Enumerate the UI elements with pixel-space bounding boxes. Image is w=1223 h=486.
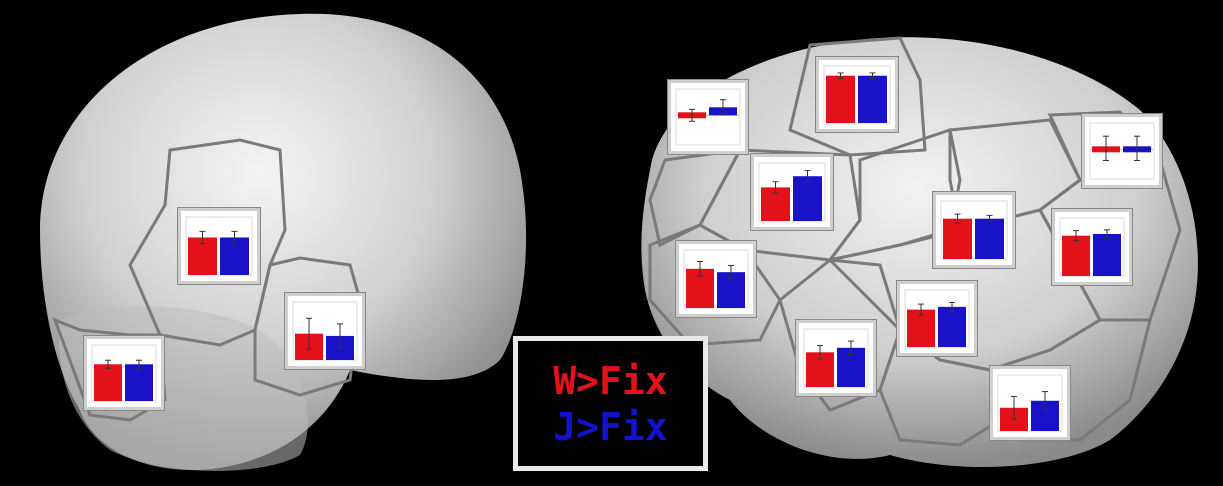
plot-frame bbox=[758, 162, 826, 222]
plot-frame bbox=[940, 200, 1008, 260]
plot-frame bbox=[997, 374, 1063, 432]
bar-plot-svg bbox=[185, 216, 253, 276]
bar-plot-svg bbox=[904, 289, 970, 348]
bar-plot-right-1 bbox=[668, 80, 748, 154]
plot-frame bbox=[823, 65, 891, 124]
bar-plot-right-6 bbox=[1052, 209, 1132, 285]
w-bar bbox=[1062, 235, 1090, 276]
bar-plot-svg bbox=[1059, 217, 1125, 277]
bar-plot-svg bbox=[758, 162, 826, 222]
bar-plot-left-3 bbox=[84, 336, 164, 410]
bar-plot-left-2 bbox=[285, 293, 365, 369]
plot-frame bbox=[675, 88, 741, 146]
bar-plot-svg bbox=[91, 344, 157, 402]
plot-frame bbox=[1059, 217, 1125, 277]
bar-plot-svg bbox=[1089, 122, 1155, 180]
bar-plot-left-1 bbox=[178, 208, 260, 284]
j-bar bbox=[858, 75, 887, 123]
bar-plot-svg bbox=[675, 88, 741, 146]
w-bar bbox=[943, 218, 972, 259]
bar-plot-right-8 bbox=[897, 281, 977, 356]
bar-plot-svg bbox=[940, 200, 1008, 260]
bar-plot-right-5 bbox=[933, 192, 1015, 268]
plot-frame bbox=[803, 328, 869, 388]
legend-j-fix-label: J>Fix bbox=[553, 404, 668, 449]
plot-frame bbox=[1089, 122, 1155, 180]
plot-frame bbox=[292, 301, 358, 361]
plot-frame bbox=[91, 344, 157, 402]
j-bar bbox=[1093, 234, 1121, 276]
w-bar bbox=[826, 75, 855, 123]
plot-frame bbox=[683, 249, 749, 309]
j-bar bbox=[938, 306, 966, 347]
w-bar bbox=[907, 309, 935, 347]
j-bar bbox=[793, 176, 822, 221]
bar-plot-right-2 bbox=[816, 57, 898, 132]
bar-plot-right-3 bbox=[751, 154, 833, 230]
bar-plot-svg bbox=[803, 328, 869, 388]
bar-plot-svg bbox=[997, 374, 1063, 432]
legend-box: W>Fix J>Fix bbox=[513, 336, 708, 471]
bar-plot-svg bbox=[823, 65, 891, 124]
bar-plot-right-7 bbox=[676, 241, 756, 317]
plot-frame bbox=[904, 289, 970, 348]
plot-frame bbox=[185, 216, 253, 276]
bar-plot-svg bbox=[292, 301, 358, 361]
bar-plot-svg bbox=[683, 249, 749, 309]
bar-plot-right-10 bbox=[990, 366, 1070, 440]
bar-plot-right-4 bbox=[1082, 114, 1162, 188]
bar-plot-right-9 bbox=[796, 320, 876, 396]
j-bar bbox=[975, 218, 1004, 259]
w-bar bbox=[94, 364, 122, 401]
j-bar bbox=[125, 364, 153, 401]
legend-w-fix-label: W>Fix bbox=[553, 358, 668, 403]
right-hemisphere bbox=[641, 37, 1198, 467]
